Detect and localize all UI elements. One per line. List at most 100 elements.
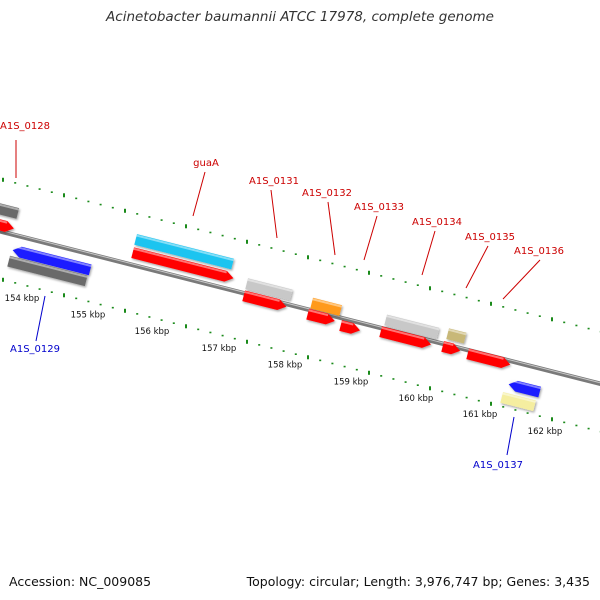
cds-arrow-a1s-0132 [306, 308, 335, 325]
tick-label: 161 kbp [463, 410, 498, 420]
gene-label: A1S_0128 [0, 121, 50, 132]
tick-mark [270, 347, 273, 349]
gene-leader-line [506, 416, 515, 456]
tick-mark [331, 262, 334, 265]
tick-mark [392, 278, 395, 280]
gene-label: guaA [193, 158, 219, 169]
tick-mark [197, 328, 200, 331]
tick-mark [404, 381, 407, 383]
gene-block-guaA [134, 234, 234, 270]
gene-leader-line [363, 215, 378, 261]
gene-label: A1S_0137 [473, 460, 523, 471]
tick-mark [587, 427, 590, 430]
gene-arrow-a1s-0129 [12, 245, 92, 276]
tick-mark [551, 317, 553, 322]
gene-label: A1S_0131 [249, 176, 299, 187]
tick-mark [185, 224, 187, 229]
tick-mark [233, 237, 236, 240]
tick-mark [343, 265, 346, 268]
tick-mark [368, 270, 370, 275]
tick-mark [197, 228, 200, 231]
tick-mark [294, 353, 297, 355]
tick-mark [136, 313, 139, 315]
gene-leader-line [270, 189, 278, 239]
tick-mark [441, 290, 444, 293]
cds-arrow-a1s-0128 [0, 217, 14, 232]
gene-arrow-a1s-0137 [508, 379, 542, 398]
tick-mark [319, 259, 322, 262]
tick-mark [575, 324, 578, 327]
cds-arrow-a1s-0134 [379, 326, 432, 348]
tick-mark [355, 268, 358, 271]
tick-mark [331, 362, 334, 365]
cds-arrow-a1s-0133 [339, 320, 361, 334]
gene-block-a1s-0132 [310, 297, 343, 316]
tick-mark [514, 309, 517, 311]
tick-mark [307, 355, 309, 360]
tick-mark [246, 339, 248, 344]
tick-mark [50, 191, 53, 193]
tick-mark [111, 306, 114, 309]
tick-mark [526, 312, 529, 314]
gene-block-a1s-0128 [0, 201, 20, 219]
tick-mark [538, 315, 541, 317]
tick-mark [258, 244, 261, 246]
tick-label: 160 kbp [399, 394, 434, 404]
tick-mark [587, 327, 590, 330]
gene-leader-line [192, 171, 206, 217]
tick-mark [26, 185, 29, 187]
tick-mark [221, 234, 224, 237]
tick-label: 155 kbp [71, 311, 106, 321]
accession-text: Accession: NC_009085 [9, 574, 152, 589]
tick-mark [38, 288, 41, 290]
tick-mark [172, 222, 175, 224]
tick-mark [87, 200, 90, 203]
tick-mark [416, 384, 419, 386]
gene-label: A1S_0134 [412, 217, 462, 228]
tick-mark [14, 182, 17, 184]
tick-mark [63, 293, 65, 298]
tick-mark [209, 331, 212, 334]
tick-mark [75, 197, 78, 200]
tick-mark [490, 301, 492, 306]
tick-mark [258, 344, 261, 346]
tick-mark [185, 324, 187, 329]
tick-mark [404, 281, 407, 283]
tick-mark [416, 284, 419, 286]
cds-arrow-a1s-0131 [242, 290, 287, 311]
tick-mark [246, 239, 248, 244]
tick-mark [563, 321, 566, 324]
gene-features [0, 201, 542, 412]
tick-mark [355, 368, 358, 371]
tick-mark [136, 213, 139, 215]
tick-mark [514, 409, 517, 411]
tick-mark [429, 286, 431, 291]
tick-mark [380, 275, 383, 277]
tick-mark [99, 203, 102, 206]
tick-mark [75, 297, 78, 300]
gene-label: A1S_0132 [302, 188, 352, 199]
map-title: Acinetobacter baumannii ATCC 17978, comp… [106, 9, 494, 25]
topology-summary: Topology: circular; Length: 3,976,747 bp… [246, 574, 590, 589]
tick-mark [502, 306, 505, 308]
gene-leader-line [465, 245, 489, 289]
tick-mark [148, 316, 151, 318]
tick-mark [26, 285, 29, 287]
tick-mark [490, 401, 492, 406]
tick-mark [502, 406, 505, 408]
gene-block-a1s-0135 [446, 328, 467, 344]
tick-mark [453, 393, 456, 396]
gene-leader-line [35, 295, 46, 342]
tick-mark [477, 299, 480, 302]
cds-arrow-a1s-0135 [441, 341, 461, 355]
tick-mark [429, 386, 431, 391]
tick-labels: 154 kbp 155 kbp 156 kbp 157 kbp 158 kbp 159 k… [5, 294, 563, 437]
cds-arrow-guaA [131, 247, 234, 282]
gene-label: A1S_0133 [354, 202, 404, 213]
tick-mark [38, 188, 41, 190]
gene-leader-line [421, 230, 436, 276]
gene-leader-line [327, 201, 336, 256]
tick-mark [575, 424, 578, 427]
tick-label: 156 kbp [135, 327, 170, 337]
